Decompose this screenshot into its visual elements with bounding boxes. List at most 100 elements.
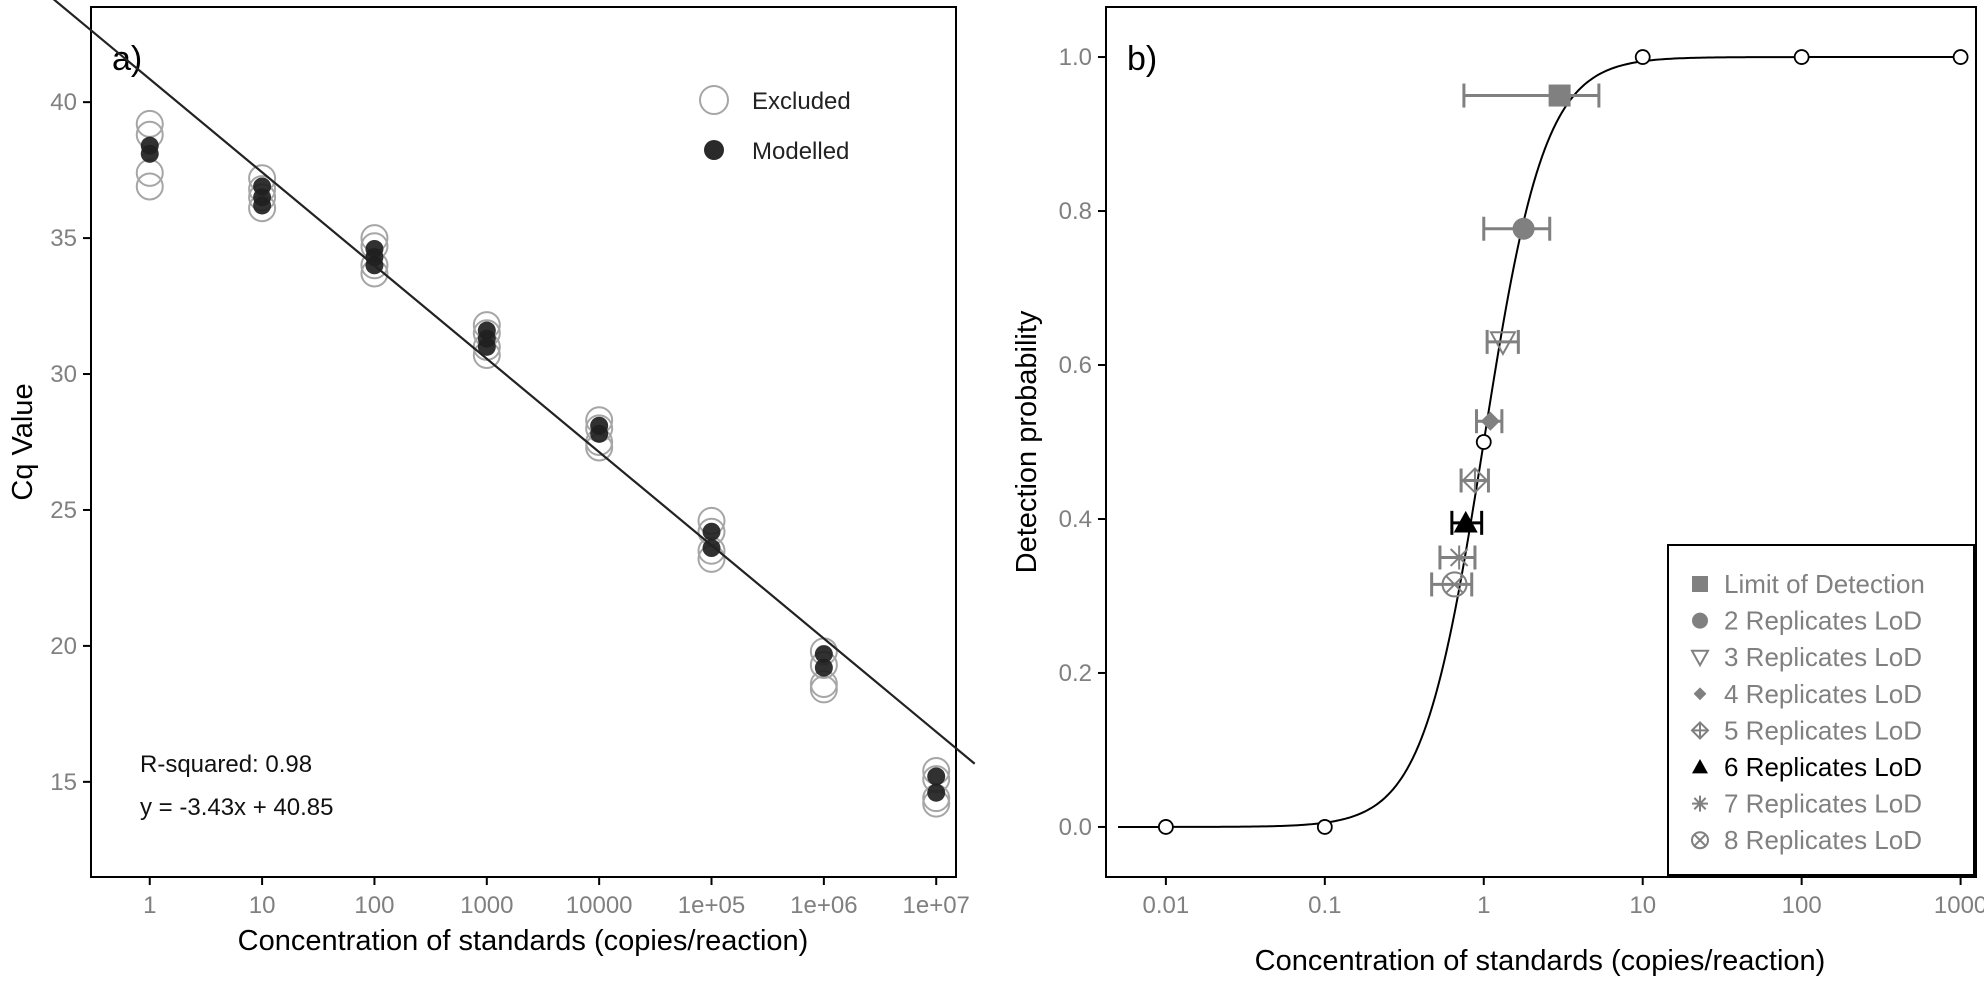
modelled-point bbox=[477, 337, 496, 356]
panel-b-x-tick-label: 10 bbox=[1629, 892, 1656, 919]
panel-a-x-tick-label: 1e+05 bbox=[678, 892, 745, 919]
panel-b-x-tick-label: 1000 bbox=[1934, 892, 1984, 919]
regression-line bbox=[52, 0, 976, 765]
panel-b-x-tick-label: 100 bbox=[1782, 892, 1822, 919]
observed-point bbox=[1475, 434, 1492, 450]
legend-marker-shape bbox=[1693, 687, 1707, 701]
legend-marker bbox=[1692, 795, 1708, 812]
lod-point-x2 bbox=[1445, 575, 1464, 594]
regression-equation-annotation: y = -3.43x + 40.85 bbox=[140, 794, 333, 821]
legend-modelled-marker bbox=[704, 140, 724, 160]
panel-b-x-axis: 0.01 0.1 1 10 100 1000 bbox=[1143, 877, 1984, 919]
legend-marker-shape bbox=[1692, 759, 1708, 774]
r-squared-annotation: R-squared: 0.98 bbox=[140, 751, 312, 778]
lod-point-shape bbox=[1441, 571, 1468, 598]
panel-b-legend-box bbox=[1667, 544, 1975, 876]
modelled-point bbox=[140, 144, 159, 163]
modelled-point bbox=[590, 424, 609, 443]
lod-point-shape bbox=[1548, 84, 1571, 107]
legend-label: 8 Replicates LoD bbox=[1724, 825, 1922, 855]
panel-a-x-tick-label: 10000 bbox=[566, 892, 633, 919]
lod-point bbox=[1512, 217, 1535, 240]
modelled-point bbox=[702, 539, 721, 558]
excluded-point bbox=[809, 675, 838, 704]
legend-marker-shape bbox=[1690, 649, 1710, 668]
modelled-point bbox=[927, 783, 946, 802]
legend-label: Limit of Detection bbox=[1724, 569, 1925, 599]
legend-label: 4 Replicates LoD bbox=[1724, 679, 1922, 709]
panel-b-y-tick-label: 1.0 bbox=[1059, 44, 1092, 71]
panel-a-y-tick-label: 25 bbox=[50, 497, 77, 524]
modelled-point bbox=[927, 767, 946, 786]
legend-label: 3 Replicates LoD bbox=[1724, 642, 1922, 672]
legend-excluded-marker bbox=[699, 85, 729, 115]
legend-modelled-label: Modelled bbox=[752, 138, 849, 165]
observed-point bbox=[1316, 819, 1333, 835]
panel-b-x-tick-label: 0.1 bbox=[1308, 892, 1341, 919]
legend-marker bbox=[1692, 759, 1708, 774]
legend-marker bbox=[1692, 612, 1708, 629]
lod-point-ray bbox=[1449, 548, 1469, 567]
panel-a-y-axis-title: Cq Value bbox=[7, 383, 39, 500]
legend-excluded-label: Excluded bbox=[752, 88, 851, 115]
panel-b-label: b) bbox=[1127, 40, 1157, 78]
panel-a-x-tick-label: 1e+06 bbox=[790, 892, 857, 919]
panel-b-frame bbox=[1105, 6, 1977, 878]
observed-point bbox=[1634, 49, 1651, 65]
legend-label: 6 Replicates LoD bbox=[1724, 752, 1922, 782]
panel-b-y-axis-title: Detection probability bbox=[1011, 310, 1043, 573]
panel-b-plot-area bbox=[1118, 49, 1969, 835]
panel-b-legend: Limit of Detection 2 Replicates LoD 3 Repl… bbox=[1667, 544, 1975, 876]
legend-marker bbox=[1690, 720, 1710, 740]
lod-point bbox=[1453, 510, 1478, 533]
lod-point-shape bbox=[1453, 510, 1478, 533]
lod-point-shape bbox=[1512, 217, 1535, 240]
panel-a-x-axis-title: Concentration of standards (copies/react… bbox=[238, 925, 809, 957]
legend-label: 2 Replicates LoD bbox=[1724, 606, 1922, 636]
panel-a-frame bbox=[90, 6, 957, 878]
panel-a-x-tick-label: 1e+07 bbox=[903, 892, 970, 919]
modelled-point bbox=[814, 658, 833, 677]
panel-a-plot-area bbox=[52, 0, 976, 818]
lod-point bbox=[1480, 411, 1500, 431]
panel-b-x-axis-title: Concentration of standards (copies/react… bbox=[1255, 945, 1826, 977]
panel-b-y-tick-label: 0.6 bbox=[1059, 352, 1092, 379]
legend-marker bbox=[1691, 831, 1709, 850]
legend-marker bbox=[1690, 649, 1710, 668]
observed-point bbox=[1952, 49, 1969, 65]
panel-a-y-tick-label: 30 bbox=[50, 361, 77, 388]
lod-point bbox=[1548, 84, 1571, 107]
panel-a-y-tick-label: 40 bbox=[50, 89, 77, 116]
panel-b-y-tick-label: 0.4 bbox=[1059, 506, 1092, 533]
legend-marker-x2 bbox=[1693, 833, 1707, 847]
lod-point bbox=[1489, 331, 1517, 356]
panel-a-y-tick-label: 15 bbox=[50, 769, 77, 796]
observed-point bbox=[1793, 49, 1810, 65]
lod-point bbox=[1461, 467, 1489, 494]
panel-a-y-tick-label: 35 bbox=[50, 225, 77, 252]
panel-a-x-tick-label: 100 bbox=[354, 892, 394, 919]
lod-point bbox=[1447, 545, 1472, 570]
lod-point bbox=[1441, 571, 1468, 598]
panel-a-x-tick-label: 10 bbox=[249, 892, 276, 919]
observed-point bbox=[1157, 819, 1174, 835]
panel-a-x-axis: 1 10 100 1000 10000 1e+05 1e+06 1e+07 bbox=[143, 877, 970, 919]
legend-marker-ray bbox=[1693, 797, 1707, 810]
excluded-point bbox=[135, 172, 164, 201]
legend-marker bbox=[1692, 576, 1708, 592]
panel-b-y-tick-label: 0.0 bbox=[1059, 814, 1092, 841]
panel-a-y-tick-label: 20 bbox=[50, 633, 77, 660]
panel-b-x-tick-label: 1 bbox=[1477, 892, 1490, 919]
legend-label: 5 Replicates LoD bbox=[1724, 715, 1922, 745]
panel-a-x-tick-label: 1000 bbox=[460, 892, 513, 919]
modelled-point bbox=[253, 196, 272, 215]
legend-marker-shape bbox=[1691, 831, 1709, 850]
panel-b-y-tick-label: 0.2 bbox=[1059, 660, 1092, 687]
panel-a-legend: Excluded Modelled bbox=[699, 85, 851, 165]
panel-b-legend-items: Limit of Detection 2 Replicates LoD 3 Repl… bbox=[1690, 569, 1925, 855]
legend-marker-shape bbox=[1692, 576, 1708, 592]
panel-a-x-tick-label: 1 bbox=[143, 892, 156, 919]
